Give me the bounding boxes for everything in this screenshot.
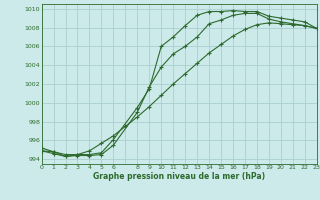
X-axis label: Graphe pression niveau de la mer (hPa): Graphe pression niveau de la mer (hPa) <box>93 172 265 181</box>
